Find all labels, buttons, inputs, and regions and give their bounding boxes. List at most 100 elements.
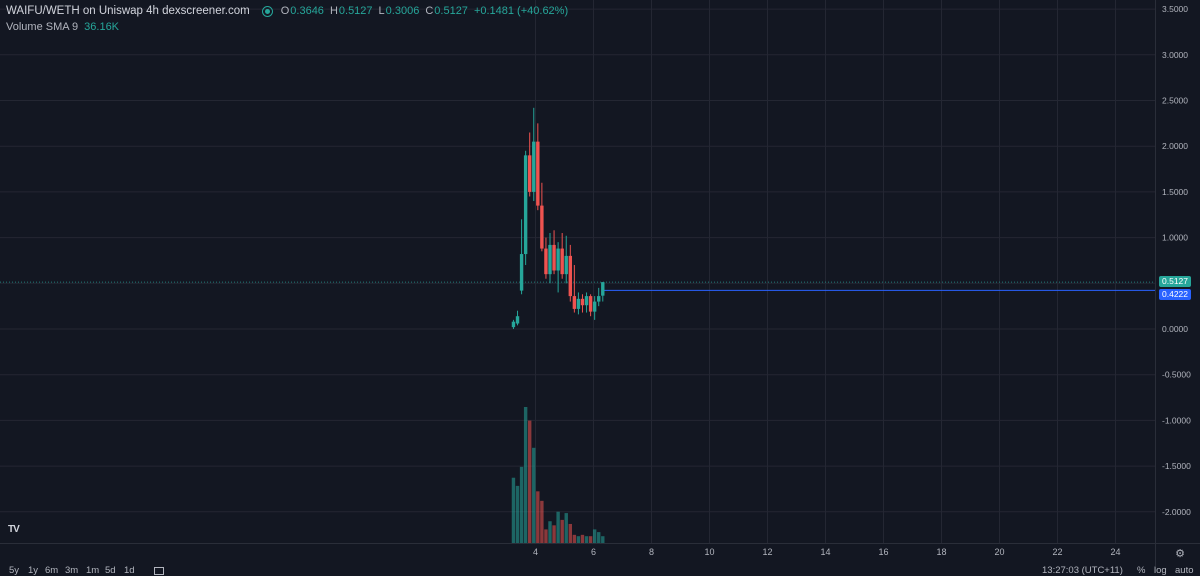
candle-body — [576, 298, 581, 309]
volume-indicator-value: 36.16K — [84, 21, 120, 33]
y-axis[interactable]: 3.50003.00002.50002.00001.50001.00000.50… — [1162, 4, 1191, 517]
volume-bar — [519, 466, 524, 543]
candle-body — [597, 296, 601, 302]
candle-body — [511, 321, 516, 328]
candle-body — [548, 244, 552, 275]
volume-bar — [584, 536, 589, 543]
volume-bar — [576, 536, 581, 543]
status-dot-icon — [261, 5, 273, 17]
candle-body — [560, 248, 564, 275]
candle-body — [592, 301, 597, 312]
timeframe-5y[interactable]: 5y — [9, 565, 20, 576]
close-label: C — [425, 5, 434, 17]
price-lines — [0, 281, 1155, 291]
volume-bar — [544, 529, 548, 543]
last-price-tag: 0.5127 — [1159, 276, 1191, 288]
candle-body — [572, 296, 577, 309]
y-tick-label: -1.5000 — [1162, 461, 1191, 471]
clock-time: 13:27:03 (UTC+11) — [1042, 565, 1123, 576]
candle-body — [568, 255, 572, 297]
x-tick-label: 24 — [1110, 547, 1120, 557]
open-value: 0.3646 — [290, 5, 324, 17]
volume-bar — [592, 529, 597, 543]
x-tick-label: 14 — [820, 547, 830, 557]
volume-bar — [515, 485, 520, 543]
change-value: +0.1481 (+40.62%) — [473, 5, 569, 17]
x-tick-label: 22 — [1052, 547, 1062, 557]
date-range-icon[interactable] — [154, 567, 164, 575]
candle-body — [540, 205, 544, 249]
volume-bar — [552, 525, 556, 543]
candle-body — [544, 248, 548, 275]
volume-row: Volume SMA 9 36.16K — [6, 19, 574, 35]
x-tick-label: 16 — [878, 547, 888, 557]
y-tick-label: 1.0000 — [1162, 233, 1188, 243]
volume-bar — [572, 534, 577, 543]
tradingview-logo[interactable]: TV — [8, 524, 20, 535]
candle-body — [556, 248, 560, 271]
high-label: H — [329, 5, 338, 17]
candle-body — [532, 141, 536, 192]
candle-body — [601, 282, 605, 296]
candle-body — [536, 141, 540, 206]
volume-bar — [540, 500, 544, 543]
volume-bar — [536, 491, 540, 543]
x-tick-label: 20 — [994, 547, 1004, 557]
timeframe-3m[interactable]: 3m — [65, 565, 79, 576]
timeframe-1y[interactable]: 1y — [28, 565, 39, 576]
timeframe-1m[interactable]: 1m — [86, 565, 100, 576]
bottom-toolbar: 5y 1y 6m 3m 1m 5d 1d 13:27:03 (UTC+11) %… — [0, 566, 1200, 576]
candle-body — [515, 316, 520, 324]
volume-bar — [564, 513, 568, 543]
volume-bar — [580, 534, 585, 543]
candle-body — [588, 296, 593, 312]
volume-indicator-name[interactable]: Volume SMA 9 — [6, 21, 79, 33]
y-tick-label: 3.0000 — [1162, 50, 1188, 60]
high-value: 0.5127 — [338, 5, 373, 17]
volume-bar — [568, 523, 572, 543]
volume-bar — [597, 532, 601, 543]
percent-toggle[interactable]: % — [1137, 565, 1146, 576]
volume-bar — [588, 536, 593, 543]
volume-bar — [548, 521, 552, 543]
y-tick-label: 1.5000 — [1162, 187, 1188, 197]
timeframe-1d[interactable]: 1d — [124, 565, 135, 576]
volume-bar — [601, 536, 605, 543]
line-price-tag: 0.4222 — [1159, 289, 1191, 301]
symbol-row: WAIFU/WETH on Uniswap 4h dexscreener.com… — [6, 3, 574, 19]
volume-bars — [511, 407, 605, 543]
y-tick-label: -0.5000 — [1162, 370, 1191, 380]
y-tick-label: 2.5000 — [1162, 96, 1188, 106]
low-label: L — [378, 5, 385, 17]
x-tick-label: 4 — [533, 547, 538, 557]
x-tick-label: 6 — [591, 547, 596, 557]
candle-body — [584, 296, 589, 306]
x-axis[interactable]: 4 6 8 10 12 14 16 18 20 22 24 ⚙ — [533, 547, 1185, 560]
candles — [511, 107, 605, 329]
timeframe-6m[interactable]: 6m — [45, 565, 59, 576]
x-tick-label: 12 — [762, 547, 772, 557]
candle-body — [523, 155, 528, 255]
log-toggle[interactable]: log — [1154, 565, 1167, 576]
symbol-title[interactable]: WAIFU/WETH on Uniswap 4h dexscreener.com — [6, 5, 250, 17]
y-tick-label: -2.0000 — [1162, 507, 1191, 517]
candle-body — [519, 254, 524, 291]
open-label: O — [280, 5, 290, 17]
x-tick-label: 10 — [704, 547, 714, 557]
x-tick-label: 18 — [936, 547, 946, 557]
auto-toggle[interactable]: auto — [1175, 565, 1194, 576]
y-tick-label: 3.5000 — [1162, 4, 1188, 14]
volume-bar — [523, 407, 528, 543]
volume-bar — [532, 447, 536, 543]
settings-gear-icon[interactable]: ⚙ — [1175, 547, 1185, 560]
x-tick-label: 8 — [649, 547, 654, 557]
y-tick-label: 0.0000 — [1162, 324, 1188, 334]
candle-body — [564, 255, 568, 275]
volume-bar — [528, 420, 532, 543]
low-value: 0.3006 — [385, 5, 420, 17]
close-value: 0.5127 — [434, 5, 468, 17]
timeframe-5d[interactable]: 5d — [105, 565, 116, 576]
